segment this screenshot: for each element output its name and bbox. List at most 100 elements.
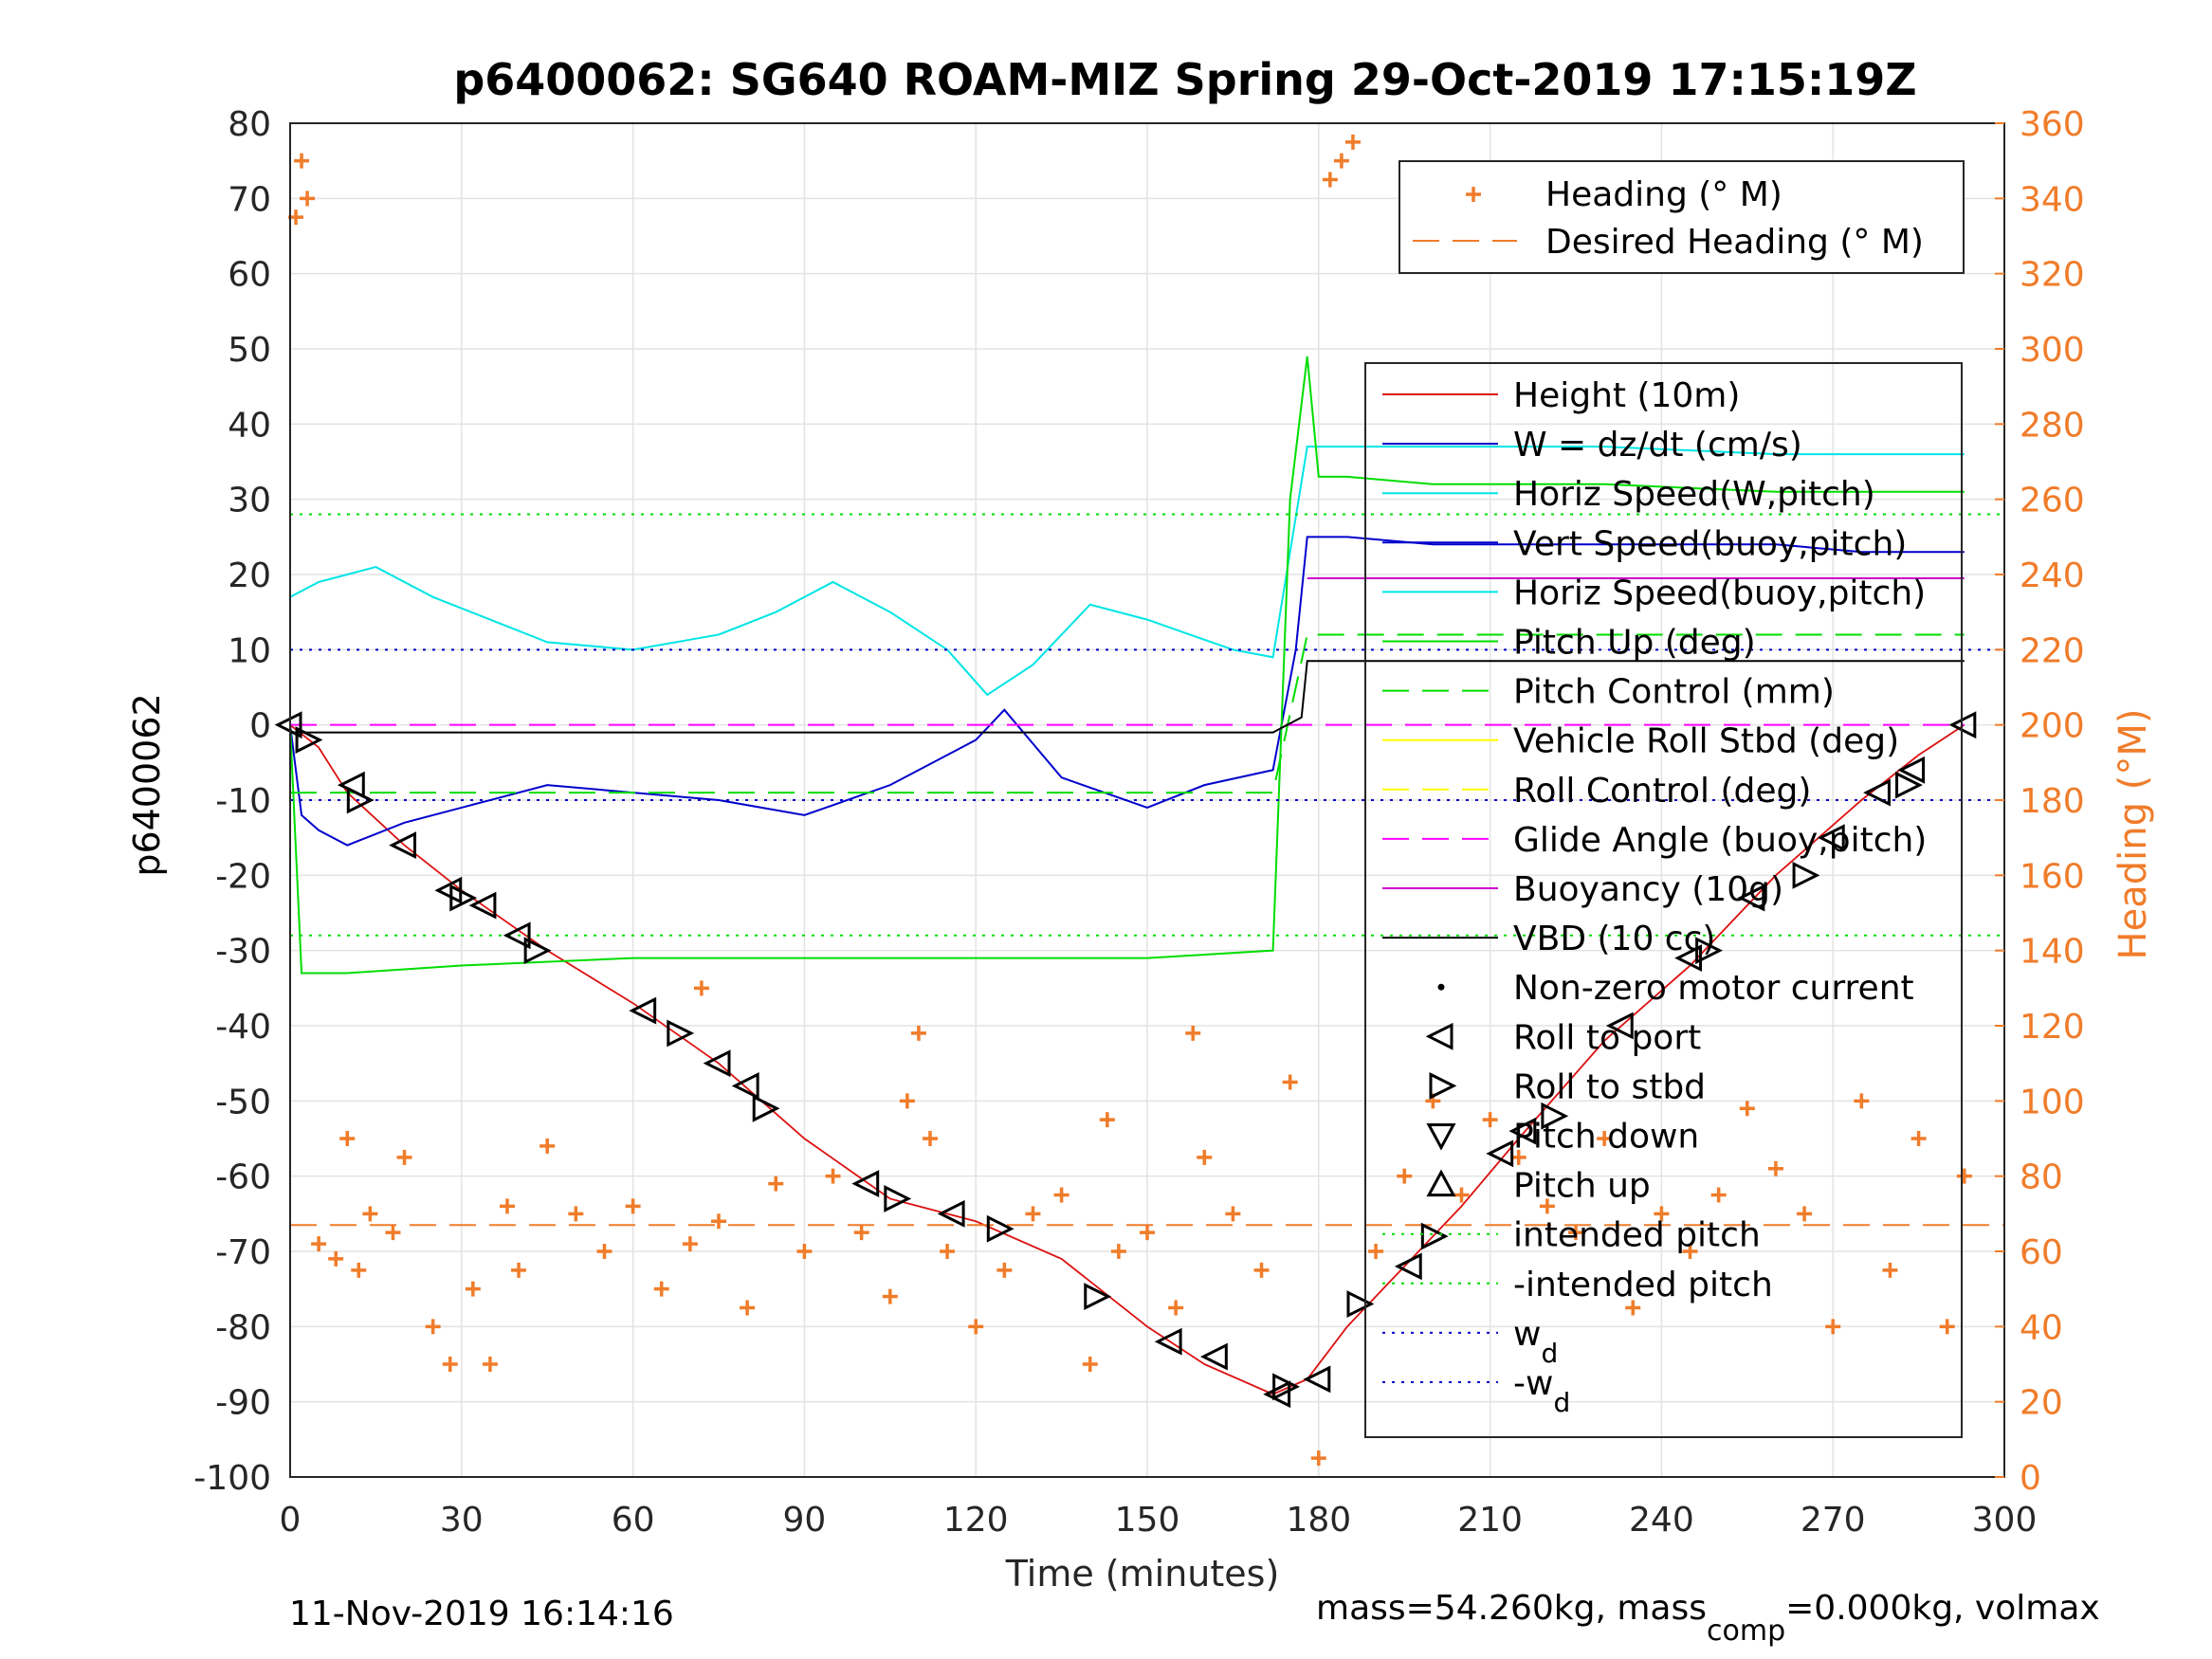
- heading-point: [1625, 1300, 1641, 1316]
- y2-tick-label: 260: [2020, 482, 2085, 520]
- heading-point: [1197, 1149, 1213, 1165]
- heading-point: [1185, 1025, 1201, 1041]
- legend-main-entry-text: Roll to port: [1513, 1018, 1701, 1057]
- y2-tick-label: 360: [2020, 105, 2085, 144]
- heading-point: [1939, 1319, 1955, 1335]
- heading-point: [1344, 134, 1361, 150]
- heading-point: [996, 1262, 1013, 1278]
- legend-main-entry: Buoyancy (10g): [1513, 870, 1783, 909]
- heading-point: [1854, 1093, 1870, 1109]
- series-height-10m-line: [289, 723, 1965, 1395]
- roll-to-port-marker: [1737, 884, 1765, 912]
- legend-main-entry-text: VBD (10 cc): [1513, 920, 1715, 958]
- y-tick-label: 0: [249, 707, 271, 746]
- heading-point: [711, 1213, 726, 1230]
- heading-point: [1910, 1131, 1927, 1146]
- heading-point: [1310, 1450, 1326, 1467]
- roll-to-port-marker: [1605, 1012, 1634, 1040]
- heading-point: [294, 153, 310, 169]
- y-axis-label: p6400062: [126, 693, 168, 876]
- heading-point: [1482, 1112, 1498, 1128]
- heading-point: [1168, 1300, 1184, 1316]
- x-tick-label: 240: [1629, 1501, 1694, 1540]
- legend-swatch-marker: [1429, 1071, 1457, 1100]
- roll-to-port-marker: [1263, 1380, 1291, 1409]
- y-tick-label: -40: [215, 1008, 271, 1047]
- roll-to-port-marker: [731, 1072, 759, 1100]
- heading-point: [482, 1357, 498, 1372]
- y-tick-label: -80: [215, 1308, 271, 1347]
- legend-main-entry: W = dz/dt (cm/s): [1513, 426, 1802, 465]
- y-tick-label: -50: [215, 1083, 271, 1121]
- x-tick-label: 90: [782, 1501, 826, 1540]
- legend-main-entry-text: Roll to stbd: [1513, 1067, 1706, 1106]
- roll-to-stbd-marker: [295, 726, 323, 754]
- heading-point: [968, 1319, 984, 1335]
- heading-point: [511, 1262, 527, 1278]
- heading-point: [853, 1225, 869, 1241]
- heading-point: [1682, 1244, 1698, 1259]
- y2-tick-label: 140: [2020, 933, 2085, 972]
- legend-main-entry: Non-zero motor current: [1513, 969, 1914, 1008]
- heading-point: [1882, 1262, 1898, 1278]
- legend-main-entry: -wd: [1513, 1364, 1570, 1418]
- legend-main-entry-text: Vehicle Roll Stbd (deg): [1513, 722, 1899, 761]
- roll-to-port-marker: [1863, 778, 1891, 807]
- y2-tick-label: 80: [2020, 1158, 2063, 1197]
- heading-point: [1956, 1168, 1972, 1184]
- legend-main-entry-text: W = dz/dt (cm/s): [1513, 426, 1802, 465]
- x-tick-label: 210: [1457, 1501, 1523, 1540]
- x-tick-label: 120: [943, 1501, 1009, 1540]
- roll-to-port-marker: [629, 996, 657, 1025]
- y2-tick-label: 0: [2020, 1459, 2041, 1498]
- heading-point: [740, 1300, 756, 1316]
- heading-point: [1597, 1131, 1613, 1146]
- roll-to-port-marker: [1394, 1252, 1422, 1281]
- legend-main-entry: Pitch Control (mm): [1513, 673, 1835, 712]
- legend-heading-entry: Heading (° M): [1545, 175, 1782, 214]
- heading-point: [1397, 1168, 1413, 1184]
- marker-layer: [274, 711, 1977, 1409]
- legend-main-entry: Pitch Up (deg): [1513, 624, 1756, 663]
- series-layer: [288, 134, 2004, 1467]
- roll-to-stbd-marker: [1792, 861, 1820, 889]
- legend-heading-marker: [1466, 187, 1481, 202]
- series-pitch-control-mm-line: [290, 633, 1965, 794]
- heading-point: [1710, 1187, 1727, 1203]
- roll-to-stbd-marker: [752, 1094, 780, 1122]
- roll-to-port-marker: [1948, 711, 1977, 739]
- legend-main-entry-text: Pitch Up (deg): [1513, 624, 1756, 663]
- legend-heading: Heading (° M) Desired Heading (° M): [1398, 160, 1965, 274]
- legend-main: Height (10m) W = dz/dt (cm/s) Horiz Speed(…: [1364, 362, 1963, 1438]
- legend-swatch-marker: [1426, 1169, 1456, 1197]
- y2-tick-label: 340: [2020, 180, 2085, 219]
- roll-to-port-marker: [1674, 944, 1703, 973]
- x-axis-label: Time (minutes): [1005, 1553, 1280, 1595]
- heading-point: [1453, 1187, 1470, 1203]
- roll-to-stbd-marker: [1541, 1102, 1569, 1130]
- y2-tick-label: 220: [2020, 631, 2085, 670]
- roll-to-stbd-marker: [1895, 771, 1923, 799]
- y-tick-label: 30: [228, 482, 271, 520]
- legend-main-entry-text: -intended pitch: [1513, 1266, 1773, 1304]
- legend-main-box: [1364, 362, 1963, 1438]
- y-tick-label: 50: [228, 331, 271, 370]
- heading-point: [1568, 1225, 1583, 1241]
- roll-to-port-marker: [1897, 756, 1926, 784]
- heading-point: [1333, 153, 1349, 169]
- y-tick-label: -70: [215, 1233, 271, 1272]
- heading-point: [693, 980, 709, 996]
- y-tick-label: 40: [228, 406, 271, 445]
- heading-point: [653, 1281, 669, 1297]
- heading-point: [1225, 1206, 1241, 1222]
- roll-to-port-marker: [503, 921, 531, 950]
- legend-main-entry-text: Pitch down: [1513, 1118, 1699, 1157]
- legend-main-entry-text: Non-zero motor current: [1513, 969, 1914, 1008]
- heading-point: [328, 1250, 344, 1267]
- y-tick-label: -10: [215, 782, 271, 821]
- legend-heading-box: [1398, 160, 1965, 274]
- y2-tick-label: 20: [2020, 1384, 2063, 1423]
- legend-main-entry-text: -w: [1513, 1364, 1553, 1403]
- roll-to-port-marker: [851, 1170, 880, 1198]
- heading-point: [311, 1236, 327, 1252]
